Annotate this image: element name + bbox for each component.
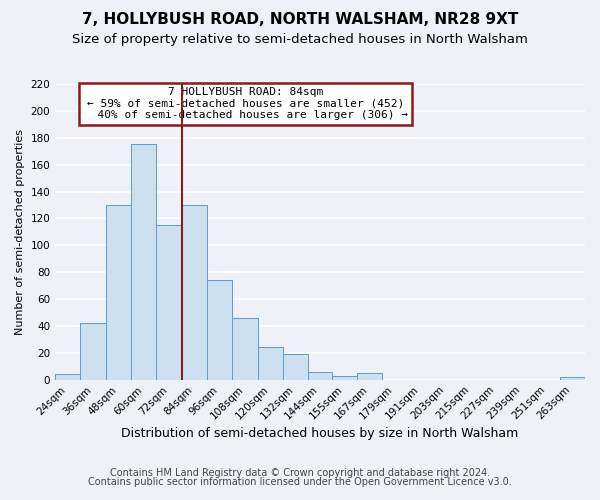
Bar [332,376,357,380]
Bar [308,372,332,380]
Bar [232,318,258,380]
Text: Size of property relative to semi-detached houses in North Walsham: Size of property relative to semi-detach… [72,32,528,46]
Text: 7, HOLLYBUSH ROAD, NORTH WALSHAM, NR28 9XT: 7, HOLLYBUSH ROAD, NORTH WALSHAM, NR28 9… [82,12,518,28]
Bar [258,348,283,380]
Bar [157,225,182,380]
Bar [106,205,131,380]
Bar [560,377,585,380]
Bar [80,324,106,380]
Bar [131,144,157,380]
Text: Contains HM Land Registry data © Crown copyright and database right 2024.: Contains HM Land Registry data © Crown c… [110,468,490,477]
Bar [207,280,232,380]
Bar [283,354,308,380]
Bar [357,373,382,380]
Bar [182,205,207,380]
Text: Contains public sector information licensed under the Open Government Licence v3: Contains public sector information licen… [88,477,512,487]
Bar [55,374,80,380]
Y-axis label: Number of semi-detached properties: Number of semi-detached properties [15,129,25,335]
X-axis label: Distribution of semi-detached houses by size in North Walsham: Distribution of semi-detached houses by … [121,427,519,440]
Text: 7 HOLLYBUSH ROAD: 84sqm
← 59% of semi-detached houses are smaller (452)
  40% of: 7 HOLLYBUSH ROAD: 84sqm ← 59% of semi-de… [84,87,408,120]
